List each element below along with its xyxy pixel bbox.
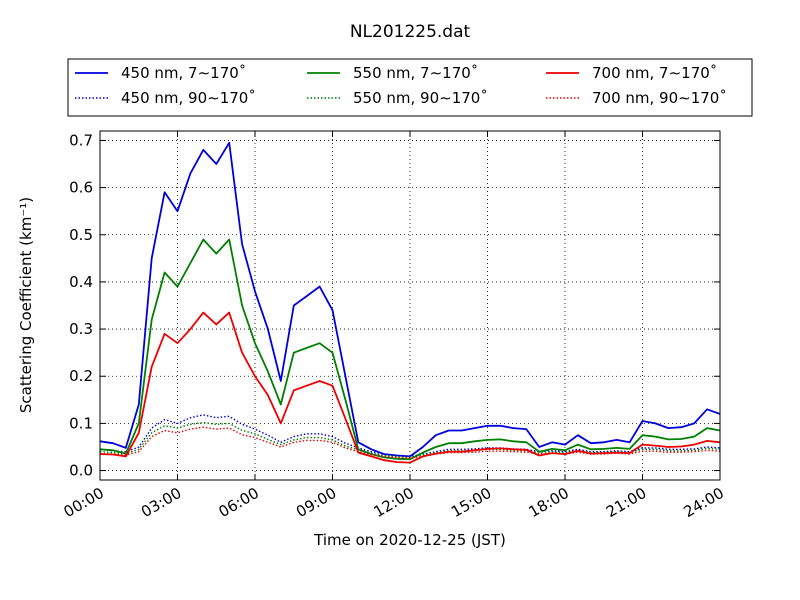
y-tick-label: 0.0 — [69, 462, 93, 480]
y-axis: 0.0 0.1 0.2 0.3 0.4 0.5 0.6 0.7 — [69, 131, 720, 480]
legend-label-2: 550 nm, 7∼170˚ — [353, 64, 478, 82]
y-tick-label: 0.7 — [69, 131, 93, 149]
chart-title: NL201225.dat — [350, 22, 471, 42]
legend-label-5: 700 nm, 90∼170˚ — [592, 89, 727, 107]
legend-label-1: 450 nm, 90∼170˚ — [121, 89, 256, 107]
x-tick-label: 21:00 — [603, 484, 649, 521]
x-tick-label: 09:00 — [293, 484, 339, 521]
y-tick-label: 0.1 — [69, 414, 93, 432]
x-axis-label: Time on 2020-12-25 (JST) — [313, 531, 506, 549]
x-tick-label: 00:00 — [61, 484, 107, 521]
legend-label-4: 700 nm, 7∼170˚ — [592, 64, 717, 82]
legend-label-0: 450 nm, 7∼170˚ — [121, 64, 246, 82]
y-tick-label: 0.6 — [69, 179, 93, 197]
x-tick-label: 15:00 — [448, 484, 494, 521]
legend: 450 nm, 7∼170˚ 450 nm, 90∼170˚ 550 nm, 7∼1… — [67, 58, 753, 117]
series-line-5 — [99, 426, 721, 459]
x-tick-label: 06:00 — [216, 484, 262, 521]
y-tick-label: 0.4 — [69, 273, 93, 291]
grid — [99, 131, 721, 480]
series-group — [99, 141, 721, 464]
legend-box — [67, 58, 753, 117]
series-line-4 — [99, 311, 721, 464]
y-tick-label: 0.2 — [69, 367, 93, 385]
series-line-2 — [99, 238, 721, 461]
y-tick-label: 0.5 — [69, 226, 93, 244]
series-line-3 — [99, 421, 721, 459]
y-tick-label: 0.3 — [69, 320, 93, 338]
x-tick-label: 24:00 — [681, 484, 727, 521]
x-tick-label: 03:00 — [138, 484, 184, 521]
x-tick-label: 12:00 — [371, 484, 417, 521]
x-tick-label: 18:00 — [526, 484, 572, 521]
plot-frame — [100, 131, 720, 480]
y-axis-label: Scattering Coefficient (km⁻¹) — [17, 197, 35, 413]
legend-label-3: 550 nm, 90∼170˚ — [353, 89, 488, 107]
series-line-1 — [99, 414, 721, 458]
